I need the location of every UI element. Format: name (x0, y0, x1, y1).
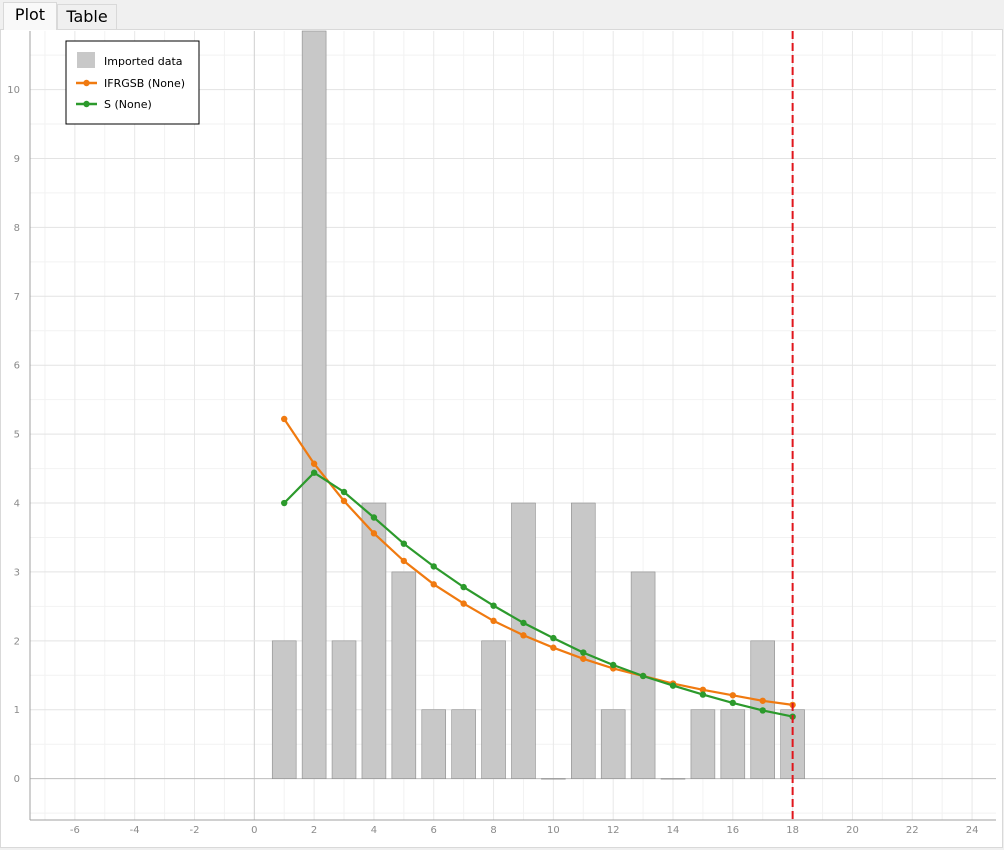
x-tick-label: 24 (966, 825, 979, 836)
y-tick-label: 7 (14, 292, 20, 303)
legend-label: IFRGSB (None) (104, 77, 185, 90)
legend-label: Imported data (104, 55, 183, 68)
series-line (283, 471, 793, 718)
bar (600, 709, 626, 779)
series-point (370, 530, 378, 537)
y-tick-label: 2 (14, 636, 20, 647)
axes (29, 31, 996, 821)
x-tick-label: 14 (667, 825, 680, 836)
y-tick-label: 4 (14, 499, 20, 510)
legend-marker (83, 100, 90, 108)
y-tick-label: 5 (14, 430, 20, 441)
y-tick-label: 10 (7, 85, 20, 96)
series-point (759, 697, 766, 704)
series-point (580, 655, 587, 662)
y-tick-label: 9 (14, 154, 20, 165)
line-series (281, 415, 796, 720)
tab-bar: Plot Table (0, 0, 1004, 30)
x-tick-label: 12 (607, 825, 620, 836)
bar (361, 502, 387, 779)
bar (451, 709, 476, 779)
series-point (490, 617, 497, 625)
legend-marker (83, 79, 90, 87)
x-tick-label: 8 (490, 825, 496, 836)
series-point (580, 649, 587, 656)
y-tick-label: 8 (14, 223, 20, 234)
tab-table[interactable]: Table (57, 4, 117, 29)
series-point (281, 499, 288, 507)
series-point (609, 661, 617, 669)
bar (301, 30, 327, 779)
bar (690, 709, 716, 779)
x-tick-label: -4 (130, 825, 140, 836)
series-point (400, 540, 408, 547)
series-point (669, 682, 677, 689)
series-point (639, 672, 647, 680)
series-point (310, 460, 318, 467)
x-tick-label: 10 (547, 825, 560, 836)
series-point (430, 563, 437, 570)
bar (571, 502, 596, 779)
series-point (281, 415, 288, 423)
bar (481, 640, 506, 779)
bar (541, 778, 566, 780)
x-tick-label: 16 (726, 825, 739, 836)
series-point (699, 691, 707, 698)
series-point (460, 600, 467, 607)
x-tick-label: 18 (786, 825, 799, 836)
x-tick-label: 2 (311, 825, 317, 836)
series-point (550, 644, 557, 651)
bar (391, 571, 417, 779)
x-tick-label: 22 (906, 825, 919, 836)
y-tick-label: 0 (14, 774, 20, 785)
x-tick-label: 6 (431, 825, 437, 836)
series-point (729, 692, 737, 699)
series-point (550, 634, 557, 642)
series-point (699, 686, 707, 693)
series-point (520, 619, 527, 627)
bar (511, 502, 536, 779)
series-point (340, 497, 348, 505)
x-tick-label: -6 (70, 825, 80, 836)
series-point (370, 514, 378, 521)
series-point (340, 488, 348, 496)
y-tick-label: 1 (14, 705, 20, 716)
series-point (490, 602, 497, 609)
legend-swatch-bars (77, 52, 95, 68)
series-point (460, 583, 467, 591)
y-tick-label: 3 (14, 567, 20, 578)
y-tick-label: 6 (14, 361, 20, 372)
bar (271, 640, 297, 779)
series-point (400, 557, 408, 565)
series-point (520, 632, 527, 639)
x-tick-label: 20 (846, 825, 859, 836)
series-line (283, 418, 793, 706)
x-tick-label: -2 (189, 825, 199, 836)
bar (720, 709, 746, 779)
series-point (430, 581, 437, 588)
bar (421, 709, 447, 779)
tab-plot[interactable]: Plot (3, 2, 57, 30)
series-point (759, 707, 766, 714)
x-tick-label: 0 (251, 825, 257, 836)
legend-label: S (None) (104, 98, 152, 111)
bar (660, 778, 686, 780)
series-point (310, 469, 318, 476)
bar-series (271, 30, 805, 780)
series-point (729, 699, 737, 707)
bar (331, 640, 357, 779)
x-tick-label: 4 (371, 825, 377, 836)
legend: Imported data IFRGSB (None) S (None) (65, 40, 200, 125)
